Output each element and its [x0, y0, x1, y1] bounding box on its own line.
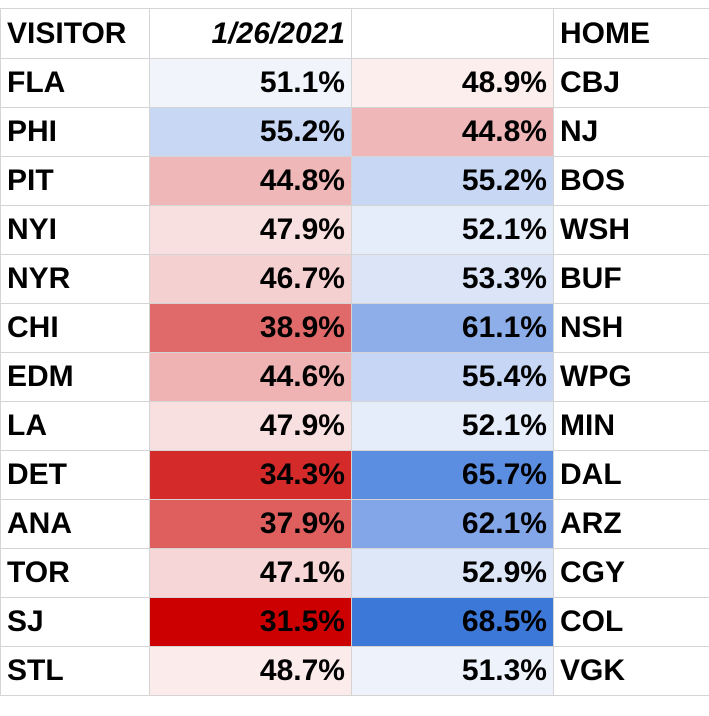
- home-pct-cell[interactable]: 68.5%: [352, 598, 554, 647]
- home-team-cell[interactable]: DAL: [554, 451, 709, 500]
- home-team-cell[interactable]: NJ: [554, 108, 709, 157]
- visitor-pct-cell[interactable]: 34.3%: [150, 451, 352, 500]
- home-team-cell[interactable]: CBJ: [554, 59, 709, 108]
- home-pct-cell[interactable]: 52.1%: [352, 402, 554, 451]
- home-pct-cell[interactable]: 52.1%: [352, 206, 554, 255]
- visitor-team-cell[interactable]: PHI: [1, 108, 150, 157]
- visitor-team-cell[interactable]: LA: [1, 402, 150, 451]
- home-team-cell[interactable]: MIN: [554, 402, 709, 451]
- visitor-team-cell[interactable]: TOR: [1, 549, 150, 598]
- home-team-cell[interactable]: VGK: [554, 647, 709, 696]
- blank-header[interactable]: [352, 9, 554, 59]
- home-team-cell[interactable]: BOS: [554, 157, 709, 206]
- visitor-team-cell[interactable]: STL: [1, 647, 150, 696]
- visitor-pct-cell[interactable]: 47.9%: [150, 402, 352, 451]
- home-pct-cell[interactable]: 65.7%: [352, 451, 554, 500]
- visitor-pct-cell[interactable]: 38.9%: [150, 304, 352, 353]
- home-pct-cell[interactable]: 53.3%: [352, 255, 554, 304]
- visitor-pct-cell[interactable]: 48.7%: [150, 647, 352, 696]
- visitor-team-cell[interactable]: NYI: [1, 206, 150, 255]
- home-team-cell[interactable]: ARZ: [554, 500, 709, 549]
- date-header[interactable]: 1/26/2021: [150, 9, 352, 59]
- home-pct-cell[interactable]: 55.4%: [352, 353, 554, 402]
- visitor-pct-cell[interactable]: 44.8%: [150, 157, 352, 206]
- home-pct-cell[interactable]: 55.2%: [352, 157, 554, 206]
- home-header[interactable]: HOME: [554, 9, 709, 59]
- visitor-pct-cell[interactable]: 46.7%: [150, 255, 352, 304]
- home-pct-cell[interactable]: 51.3%: [352, 647, 554, 696]
- home-pct-cell[interactable]: 61.1%: [352, 304, 554, 353]
- home-pct-cell[interactable]: 52.9%: [352, 549, 554, 598]
- home-team-cell[interactable]: BUF: [554, 255, 709, 304]
- visitor-team-cell[interactable]: EDM: [1, 353, 150, 402]
- home-pct-cell[interactable]: 62.1%: [352, 500, 554, 549]
- home-pct-cell[interactable]: 48.9%: [352, 59, 554, 108]
- visitor-header[interactable]: VISITOR: [1, 9, 150, 59]
- home-team-cell[interactable]: CGY: [554, 549, 709, 598]
- visitor-team-cell[interactable]: CHI: [1, 304, 150, 353]
- visitor-pct-cell[interactable]: 47.1%: [150, 549, 352, 598]
- visitor-team-cell[interactable]: DET: [1, 451, 150, 500]
- visitor-pct-cell[interactable]: 37.9%: [150, 500, 352, 549]
- visitor-pct-cell[interactable]: 51.1%: [150, 59, 352, 108]
- home-team-cell[interactable]: NSH: [554, 304, 709, 353]
- home-team-cell[interactable]: WSH: [554, 206, 709, 255]
- visitor-pct-cell[interactable]: 44.6%: [150, 353, 352, 402]
- visitor-team-cell[interactable]: NYR: [1, 255, 150, 304]
- visitor-team-cell[interactable]: SJ: [1, 598, 150, 647]
- visitor-team-cell[interactable]: PIT: [1, 157, 150, 206]
- visitor-pct-cell[interactable]: 55.2%: [150, 108, 352, 157]
- home-team-cell[interactable]: WPG: [554, 353, 709, 402]
- visitor-team-cell[interactable]: FLA: [1, 59, 150, 108]
- visitor-team-cell[interactable]: ANA: [1, 500, 150, 549]
- visitor-pct-cell[interactable]: 47.9%: [150, 206, 352, 255]
- visitor-pct-cell[interactable]: 31.5%: [150, 598, 352, 647]
- header-row: VISITOR 1/26/2021 HOME: [1, 9, 709, 59]
- home-team-cell[interactable]: COL: [554, 598, 709, 647]
- home-pct-cell[interactable]: 44.8%: [352, 108, 554, 157]
